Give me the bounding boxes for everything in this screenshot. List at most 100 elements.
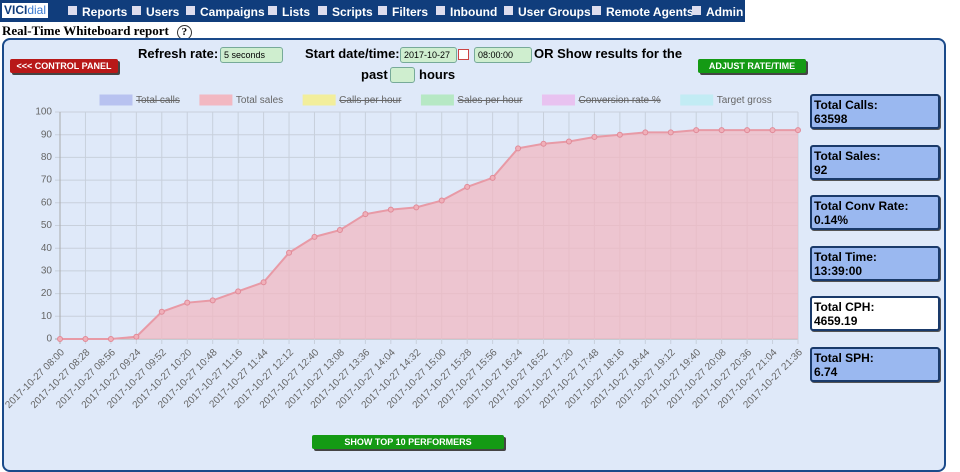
line — [60, 129, 798, 340]
stat-label: Total Time: — [814, 249, 877, 264]
y-tick-label: 50 — [41, 220, 53, 231]
stat-label: Total Conv Rate: — [814, 199, 909, 213]
point — [744, 127, 751, 134]
stat-label: Total SPH: — [814, 350, 874, 365]
area — [60, 130, 798, 339]
y-tick-label: 90 — [41, 129, 53, 140]
nav-item[interactable]: Admin — [706, 5, 744, 19]
point — [336, 227, 343, 234]
stat-value: 4659.19 — [814, 314, 858, 328]
nav-icon — [378, 6, 387, 15]
point — [387, 206, 394, 213]
page-title: Real-Time Whiteboard report? — [2, 23, 192, 40]
point — [133, 333, 140, 340]
stat-label: Total CPH: — [814, 300, 875, 314]
nav-item[interactable]: Lists — [282, 5, 311, 19]
legend-label[interactable]: Target gross — [717, 95, 772, 106]
nav-item[interactable]: Remote Agents — [606, 5, 694, 19]
nav-item[interactable]: Scripts — [332, 5, 373, 19]
refresh-label: Refresh rate: — [138, 46, 219, 61]
nav-icon — [68, 6, 77, 15]
y-tick-label: 0 — [46, 334, 52, 345]
point — [235, 288, 242, 295]
hours-label: hours — [419, 67, 456, 82]
stat-value: 6.74 — [814, 364, 838, 379]
point — [769, 127, 776, 134]
point — [57, 336, 63, 342]
legend-swatch — [199, 94, 233, 106]
date-input[interactable]: 2017-10-27 — [400, 47, 457, 63]
legend-label[interactable]: Conversion rate % — [578, 95, 660, 106]
point — [515, 145, 522, 152]
nav-icon — [436, 6, 445, 15]
legend-swatch — [420, 94, 454, 106]
point — [642, 129, 649, 136]
nav-item[interactable]: Reports — [82, 5, 128, 19]
nav-item[interactable]: Users — [146, 5, 180, 19]
point — [184, 299, 191, 306]
point — [438, 197, 445, 204]
stat-label: Total Calls: — [814, 98, 878, 112]
stat-value: 92 — [814, 162, 828, 177]
legend-label[interactable]: Total calls — [136, 95, 180, 106]
point — [311, 233, 318, 240]
logo-dial: dial — [27, 3, 47, 17]
y-tick-label: 20 — [41, 288, 53, 299]
y-tick-label: 70 — [41, 175, 53, 186]
nav-icon — [504, 6, 513, 15]
nav-bar: VICIdial Reports Users Campaigns Lists Scrip… — [0, 0, 745, 22]
nav-icon — [132, 6, 141, 15]
stat-box: Total Calls: 63598 — [810, 94, 940, 129]
nav-item[interactable]: Inbound — [450, 5, 498, 19]
nav-item[interactable]: Filters — [392, 5, 429, 19]
legend-swatch — [302, 94, 336, 106]
nav-item[interactable]: User Groups — [518, 5, 591, 19]
top10-button[interactable]: SHOW TOP 10 PERFORMERS — [312, 435, 504, 449]
nav-item[interactable]: Campaigns — [200, 5, 265, 19]
or-label: OR Show results for the — [534, 46, 683, 61]
point — [795, 127, 801, 134]
control-panel-button[interactable]: <<< CONTROL PANEL — [10, 59, 118, 73]
y-tick-label: 100 — [35, 107, 52, 118]
legend-label[interactable]: Sales per hour — [457, 95, 523, 106]
legend-label[interactable]: Total sales — [236, 95, 283, 106]
logo[interactable]: VICIdial — [2, 3, 49, 18]
legend-swatch — [680, 94, 714, 106]
point — [413, 204, 420, 211]
nav-icon — [268, 6, 277, 15]
time-input[interactable]: 08:00:00 — [474, 47, 532, 63]
title-text: Real-Time Whiteboard report — [2, 23, 169, 38]
nav-icon — [692, 6, 701, 15]
nav-icon — [592, 6, 601, 15]
point — [158, 308, 165, 315]
point — [718, 127, 725, 134]
y-tick-label: 60 — [41, 197, 53, 208]
hours-input[interactable] — [390, 67, 415, 83]
point — [209, 297, 216, 304]
point — [362, 211, 369, 218]
adjust-button[interactable]: ADJUST RATE/TIME — [698, 59, 806, 73]
point — [667, 129, 674, 136]
point — [591, 133, 598, 140]
point — [260, 279, 267, 286]
stat-box: Total SPH: 6.74 — [810, 346, 940, 382]
point — [82, 336, 89, 342]
stat-box: Total CPH: 4659.19 — [810, 296, 940, 331]
point — [489, 174, 496, 181]
point — [107, 336, 114, 342]
refresh-select[interactable]: 5 seconds — [220, 47, 283, 63]
stat-value: 13:39:00 — [814, 263, 863, 278]
stat-box: Total Conv Rate: 0.14% — [810, 195, 940, 230]
stat-value: 0.14% — [814, 213, 849, 227]
legend-label[interactable]: Calls per hour — [339, 95, 402, 106]
stat-box: Total Time: 13:39:00 — [810, 245, 940, 281]
legend-swatch — [99, 94, 133, 106]
calendar-icon[interactable] — [458, 49, 469, 60]
y-tick-label: 80 — [41, 152, 53, 163]
stat-label: Total Sales: — [814, 148, 881, 163]
point — [286, 249, 293, 256]
stat-box: Total Sales: 92 — [810, 144, 940, 180]
point — [565, 138, 572, 145]
y-tick-label: 40 — [41, 243, 53, 254]
